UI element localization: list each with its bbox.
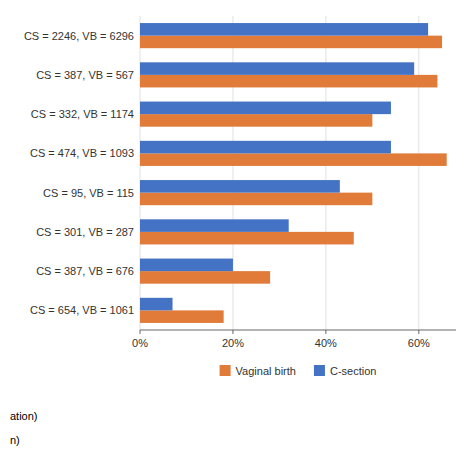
category-label: CS = 654, VB = 1061 [30, 304, 134, 316]
tick-mark [325, 330, 326, 334]
annotation: ation) [10, 410, 38, 422]
category-label: CS = 2246, VB = 6296 [24, 30, 134, 42]
category-label: CS = 387, VB = 676 [36, 265, 134, 277]
chart: 0% 20% 40% 60% CS = 2246, VB = 6296 CS = 387,… [0, 0, 474, 474]
bar [140, 75, 437, 88]
category-label: CS = 387, VB = 567 [36, 69, 134, 81]
bar [140, 232, 354, 245]
tick-label: 20% [222, 337, 244, 349]
category-label: CS = 474, VB = 1093 [30, 147, 134, 159]
legend-item: Vaginal birth [220, 365, 296, 377]
bar [140, 193, 372, 206]
bar [140, 180, 340, 193]
tick-mark [232, 330, 233, 334]
annotation: n) [10, 434, 20, 446]
bars [140, 23, 447, 323]
legend-label: Vaginal birth [236, 365, 296, 377]
legend: Vaginal birth C-section [220, 365, 377, 377]
bar [140, 102, 391, 115]
category-label: CS = 95, VB = 115 [43, 187, 134, 199]
category-label: CS = 332, VB = 1174 [31, 108, 134, 120]
bar [140, 62, 414, 75]
tick-mark [140, 330, 141, 334]
bar [140, 271, 270, 284]
bar [140, 36, 442, 49]
tick-label: 60% [408, 337, 430, 349]
tick-mark [418, 330, 419, 334]
tick-label: 40% [315, 337, 337, 349]
bar [140, 153, 447, 166]
bar [140, 310, 224, 323]
legend-item: C-section [314, 365, 376, 377]
grid [140, 16, 419, 330]
legend-swatch [220, 365, 231, 376]
bar [140, 114, 372, 127]
legend-swatch [314, 365, 325, 376]
bar [140, 23, 428, 36]
bar [140, 219, 289, 232]
legend-label: C-section [330, 365, 376, 377]
tick-label: 0% [132, 337, 148, 349]
bar [140, 298, 173, 311]
bar [140, 141, 391, 154]
bar [140, 259, 233, 272]
x-axis-line [140, 330, 456, 331]
grid-line [418, 16, 419, 330]
category-label: CS = 301, VB = 287 [36, 226, 134, 238]
